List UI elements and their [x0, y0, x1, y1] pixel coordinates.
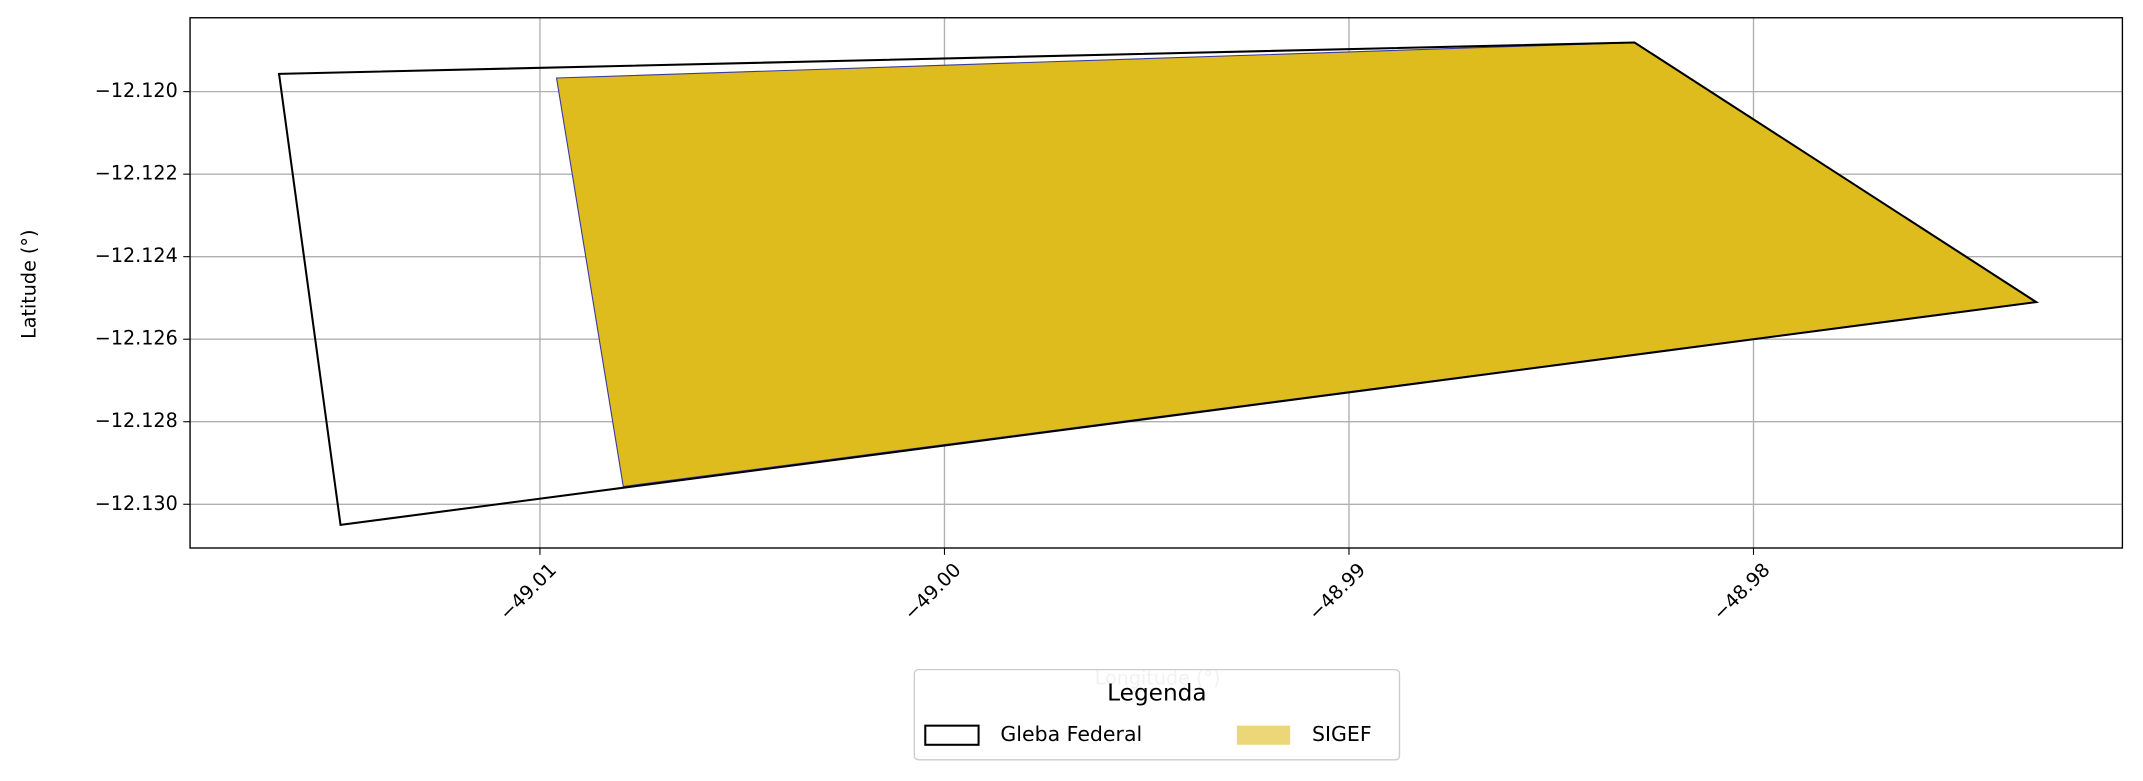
plot-frame [189, 17, 2124, 549]
polygon-area [277, 41, 2040, 527]
legend-swatch [1236, 725, 1291, 745]
legend: Legenda Gleba Federal SIGEF [913, 668, 1401, 761]
legend-title: Legenda [1107, 680, 1207, 707]
y-axis-label: Latitude (°) [18, 230, 41, 339]
legend-label: SIGEF [1312, 722, 1372, 746]
y-tick-label: −12.126 [95, 327, 178, 350]
y-tick-label: −12.128 [95, 409, 178, 432]
y-tick-label: −12.130 [95, 492, 178, 515]
legend-label: Gleba Federal [1000, 722, 1142, 746]
x-tick-label: −49.01 [495, 558, 561, 624]
x-tick-label: −48.98 [1708, 558, 1774, 624]
y-tick-label: −12.124 [95, 244, 178, 267]
y-tick-label: −12.120 [95, 79, 178, 102]
y-tick-label: −12.122 [95, 162, 178, 185]
polygon-area [555, 41, 2038, 488]
x-tick-label: −48.99 [1304, 558, 1370, 624]
legend-swatch [924, 724, 980, 746]
x-tick-label: −49.00 [899, 558, 965, 624]
